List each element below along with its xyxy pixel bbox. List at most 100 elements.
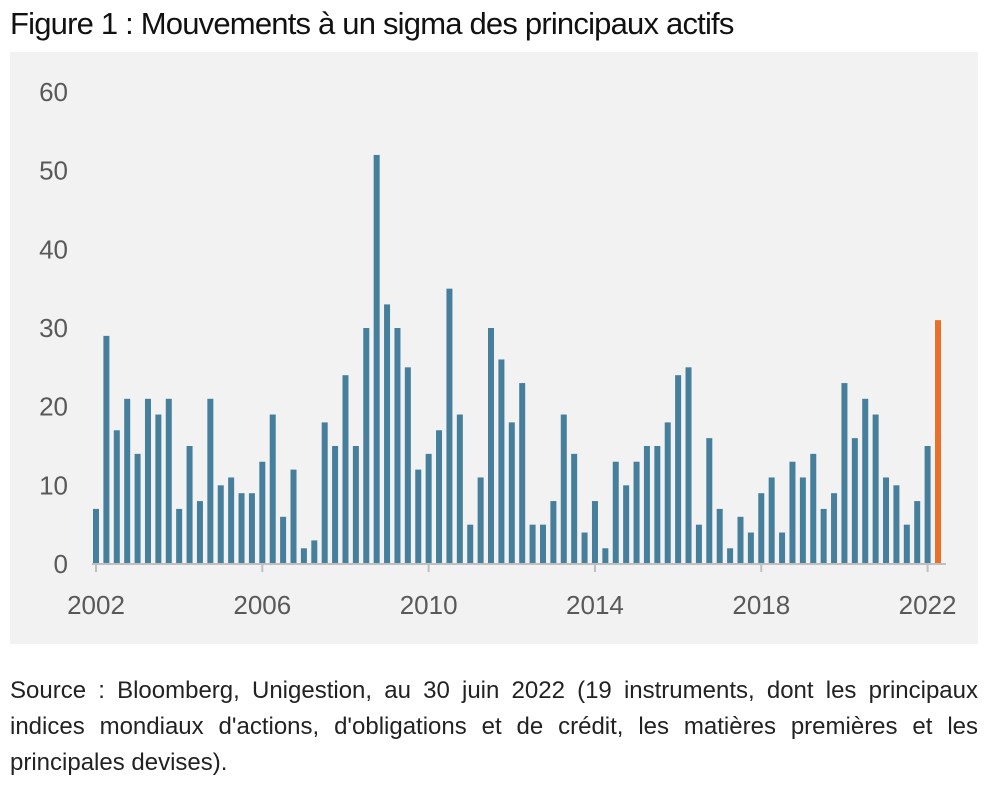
bar [321,422,328,564]
bar [186,446,193,564]
bar [654,446,661,564]
bars [93,154,941,564]
bar [924,446,931,564]
bar [851,438,858,564]
bar [134,453,141,564]
bar [841,383,848,564]
bar [810,453,817,564]
bar [248,493,255,564]
bar [789,461,796,564]
bar [196,501,203,564]
x-tick-label: 2022 [899,590,957,620]
bar [716,508,723,564]
bar [602,548,609,564]
bar [477,477,484,564]
y-tick-label: 10 [39,470,68,500]
bar [550,501,557,564]
x-tick-label: 2010 [400,590,458,620]
chart-title: Figure 1 : Mouvements à un sigma des pri… [10,6,734,41]
chart-panel: 0 10 20 30 40 50 60 2002 2006 2010 2014 2018 2022 [10,52,978,644]
bar [269,414,276,564]
source-note: Source : Bloomberg, Unigestion, au 30 ju… [10,677,978,776]
bar [436,430,443,564]
x-tick-label: 2018 [732,590,790,620]
bar [238,493,245,564]
bar [165,398,172,564]
bar [425,453,432,564]
bar [862,398,869,564]
bar [747,532,754,564]
bar [176,508,183,564]
bar [373,154,380,564]
bar [113,430,120,564]
x-axis-ticks: 2002 2006 2010 2014 2018 2022 [67,564,957,620]
bar [456,414,463,564]
y-tick-label: 60 [39,77,68,107]
bar [820,508,827,564]
bar [591,501,598,564]
bar [914,501,921,564]
bar [394,328,401,564]
bar [623,485,630,564]
x-tick-label: 2014 [566,590,624,620]
bar [872,414,879,564]
bar [384,304,391,564]
x-tick-label: 2002 [67,590,125,620]
bar [903,524,910,564]
bar [893,485,900,564]
bar [643,446,650,564]
bar [446,288,453,564]
bar [560,414,567,564]
bar [529,524,536,564]
y-tick-label: 20 [39,392,68,422]
bar [259,461,266,564]
bar [488,328,495,564]
bar [695,524,702,564]
bar [727,548,734,564]
bar [779,532,786,564]
bar [124,398,131,564]
y-axis-tick-labels: 0 10 20 30 40 50 60 [39,77,68,579]
bar [290,469,297,564]
bar [539,524,546,564]
bar [737,516,744,564]
bar [758,493,765,564]
bar [207,398,214,564]
bar [415,469,422,564]
bar [228,477,235,564]
y-tick-label: 40 [39,234,68,264]
bar [103,335,110,564]
bar [633,461,640,564]
x-tick-label: 2006 [233,590,291,620]
bar [363,328,370,564]
bar-chart: 0 10 20 30 40 50 60 2002 2006 2010 2014 2018 2022 [39,77,957,620]
bar [883,477,890,564]
y-tick-label: 0 [54,549,68,579]
bar [581,532,588,564]
bar [508,422,515,564]
bar [571,453,578,564]
bar [217,485,224,564]
bar [519,383,526,564]
bar [831,493,838,564]
bar [706,438,713,564]
bar [768,477,775,564]
y-tick-label: 50 [39,156,68,186]
bar [144,398,151,564]
bar [332,446,339,564]
bar [342,375,349,564]
bar [155,414,162,564]
bar [467,524,474,564]
bar [300,548,307,564]
bar-highlight [935,320,941,564]
bar [685,367,692,564]
bar [612,461,619,564]
bar [404,367,411,564]
bar [352,446,359,564]
bar [664,422,671,564]
bar [311,540,318,564]
bar [280,516,287,564]
bar [799,477,806,564]
bar [93,508,99,564]
bar [498,359,505,564]
